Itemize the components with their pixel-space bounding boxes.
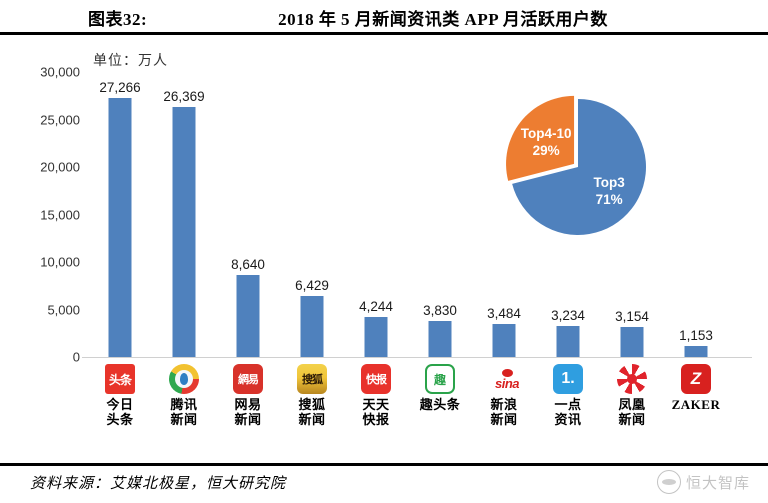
qutoutiao-icon: 趣 [425,364,455,394]
category-item[interactable]: 快报 天天 快报 [344,361,408,427]
bar[interactable] [620,327,644,357]
phoenix-news-icon [617,364,647,394]
category-label: 一点 资讯 [554,397,582,427]
category-label: 腾讯 新闻 [170,397,198,427]
bar[interactable] [300,295,324,357]
category-item[interactable]: Z ZAKER [664,361,728,412]
bar-slot: 3,484 [472,36,536,357]
category-item[interactable]: 網易 网易 新闻 [216,361,280,427]
sohu-news-icon: 搜狐 [297,364,327,394]
pie-slice-top4-10 [506,95,575,181]
y-axis-tick-label: 20,000 [40,159,80,175]
sina-news-icon: sina [489,364,520,394]
y-axis-tick-label: 5,000 [47,302,80,317]
category-label: 天天 快报 [362,397,390,427]
pie-svg [506,95,646,235]
yidian-zixun-icon: 1. [553,364,583,394]
bar-value-label: 8,640 [231,256,265,272]
y-axis-tick-label: 0 [72,349,80,365]
bar-value-label: 3,154 [615,309,649,325]
bar-slot: 26,369 [152,36,216,357]
header-rule [0,32,768,35]
bar-slot: 8,640 [216,36,280,357]
category-item[interactable]: 头条 今日 头条 [88,361,152,427]
bar[interactable] [364,316,388,357]
bar-slot: 3,830 [408,36,472,357]
pie-chart: Top3 71% Top4-10 29% [500,91,665,246]
bar[interactable] [492,323,516,357]
watermark: 恒大智库 [656,470,750,494]
bar-value-label: 6,429 [295,277,329,293]
bar-value-label: 1,153 [679,328,713,344]
bar-value-label: 3,234 [551,308,585,324]
category-item[interactable]: 腾讯 新闻 [152,361,216,427]
bar[interactable] [684,346,708,357]
bar-slot: 1,153 [664,36,728,357]
category-item[interactable]: sina 新浪 新闻 [472,361,536,427]
pie-label-top4-10: Top4-10 29% [520,126,572,159]
y-axis-tick-label: 30,000 [40,64,80,80]
bar-slot: 4,244 [344,36,408,357]
figure-title-row: 图表32: 2018 年 5 月新闻资讯类 APP 月活跃用户数 [88,2,688,32]
pie-label-top3: Top3 71% [593,175,625,208]
bar-value-label: 3,484 [487,305,521,321]
tencent-news-icon [169,364,199,394]
bar-value-label: 27,266 [99,79,141,95]
unit-label: 单位：万人 [93,54,168,69]
netease-news-icon: 網易 [233,364,263,394]
category-label: 趣头条 [419,397,461,412]
bar-slot: 3,234 [536,36,600,357]
bar-value-label: 26,369 [163,88,205,104]
y-axis-tick-label: 25,000 [40,112,80,127]
category-label: 今日 头条 [106,397,134,427]
category-item[interactable]: 搜狐 搜狐 新闻 [280,361,344,427]
toutiao-icon: 头条 [105,364,135,394]
circle-logo-icon [656,470,681,494]
watermark-text: 恒大智库 [685,475,750,492]
y-axis-tick-label: 15,000 [40,207,80,222]
bar-value-label: 4,244 [359,298,393,314]
y-axis-tick-label: 10,000 [40,254,80,270]
zaker-icon: Z [681,364,711,394]
category-label: 新浪 新闻 [490,397,518,427]
bar[interactable] [428,320,452,357]
figure-number: 图表32: [88,9,148,29]
bar-slot: 3,154 [600,36,664,357]
bars-container: 27,266 26,369 8,640 6,429 4,244 3,830 3,484 3,2… [88,36,728,357]
bar-slot: 27,266 [88,36,152,357]
category-label: 搜狐 新闻 [298,397,326,427]
category-label: ZAKER [671,397,721,412]
bar[interactable] [108,97,132,357]
bar[interactable] [556,326,580,357]
page-title: 2018 年 5 月新闻资讯类 APP 月活跃用户数 [278,9,608,29]
category-label: 凤凰 新闻 [618,397,646,427]
bar[interactable] [172,106,196,357]
footer-rule [0,463,768,466]
chart-plot-area: 单位：万人 30,000 25,000 20,000 15,000 10,000 5,00… [0,36,768,461]
bar-value-label: 3,830 [423,302,457,318]
category-item[interactable]: 1. 一点 资讯 [536,361,600,427]
category-item[interactable]: 趣趣头条 [408,361,472,412]
category-label: 网易 新闻 [234,397,262,427]
category-item[interactable]: 凤凰 新闻 [600,361,664,427]
tiantian-kuaibao-icon: 快报 [361,364,391,394]
bar-slot: 6,429 [280,36,344,357]
y-axis: 30,000 25,000 20,000 15,000 10,000 5,000 0 [0,36,80,461]
pie-slice-top3 [512,99,646,235]
category-axis: 头条 今日 头条 腾讯 新闻 網易 网易 新闻 搜狐 搜狐 新闻 快报 天天 快报趣趣头条 sina 新浪 新闻… [88,361,728,461]
x-axis-line [82,357,752,358]
bar[interactable] [236,274,260,357]
source-note: 资料来源：艾媒北极星，恒大研究院 [30,476,287,492]
